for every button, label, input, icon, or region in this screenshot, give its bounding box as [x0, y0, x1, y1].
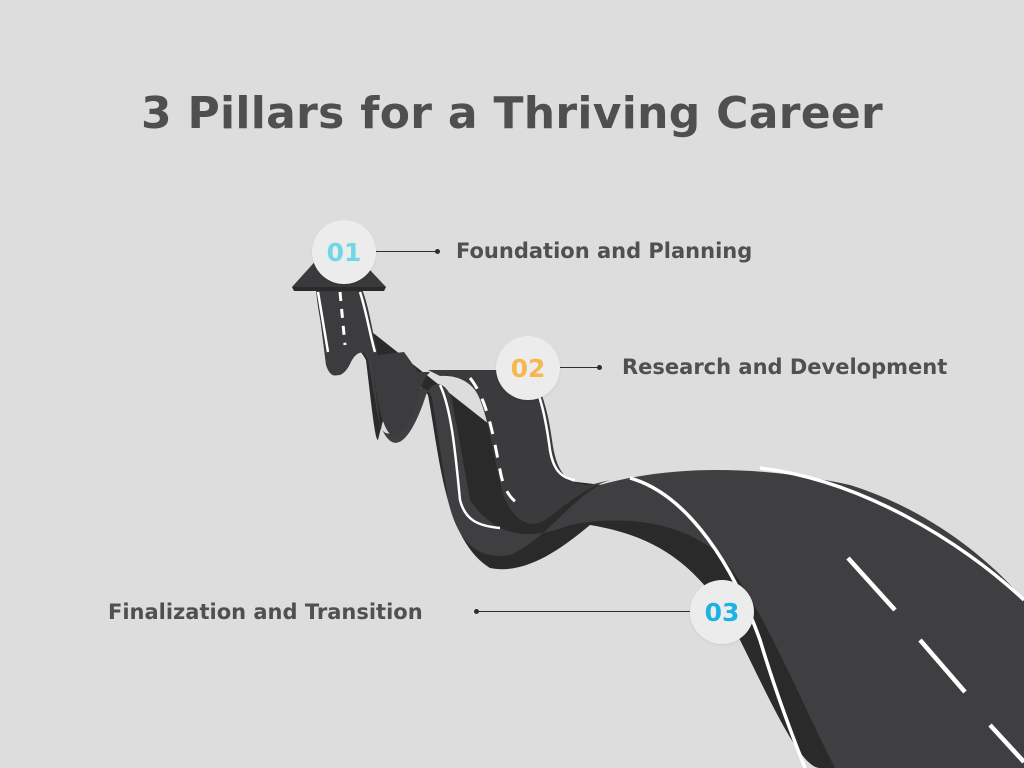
step-01-connector: [376, 248, 440, 254]
step-03-connector: [474, 608, 690, 614]
road-vertical-segment: [316, 285, 430, 436]
step-02-badge: 02: [496, 336, 560, 400]
step-03-label: Finalization and Transition: [108, 600, 423, 624]
step-01-label: Foundation and Planning: [456, 239, 753, 263]
lane-marking-plateau-edge: [438, 384, 501, 530]
lane-marking-center-vertical: [338, 291, 347, 346]
step-01-number: 01: [326, 237, 362, 267]
step-02-connector: [560, 364, 602, 370]
step-02-connector-dot: [597, 364, 602, 370]
road-plateau: [428, 370, 610, 524]
lane-marking-front-center: [846, 556, 1024, 764]
step-03-badge: 03: [690, 580, 754, 644]
step-03-connector-dot: [474, 608, 479, 614]
step-02-number: 02: [510, 353, 546, 383]
lane-marking-edge-right: [358, 291, 377, 353]
lane-marking-front-edge: [629, 476, 807, 768]
lane-marking-edge-left: [316, 291, 330, 353]
road-surface: [316, 285, 1024, 768]
step-03-number: 03: [704, 597, 740, 627]
road-arrow-head-shade: [292, 287, 386, 291]
step-02-label: Research and Development: [622, 355, 948, 379]
step-01-connector-dot: [435, 248, 440, 254]
lane-marking-plateau-center: [468, 377, 523, 508]
lane-marking-front-right-edge: [759, 466, 1024, 602]
infographic-title: 3 Pillars for a Thriving Career: [140, 88, 884, 139]
step-01-badge: 01: [312, 220, 376, 284]
